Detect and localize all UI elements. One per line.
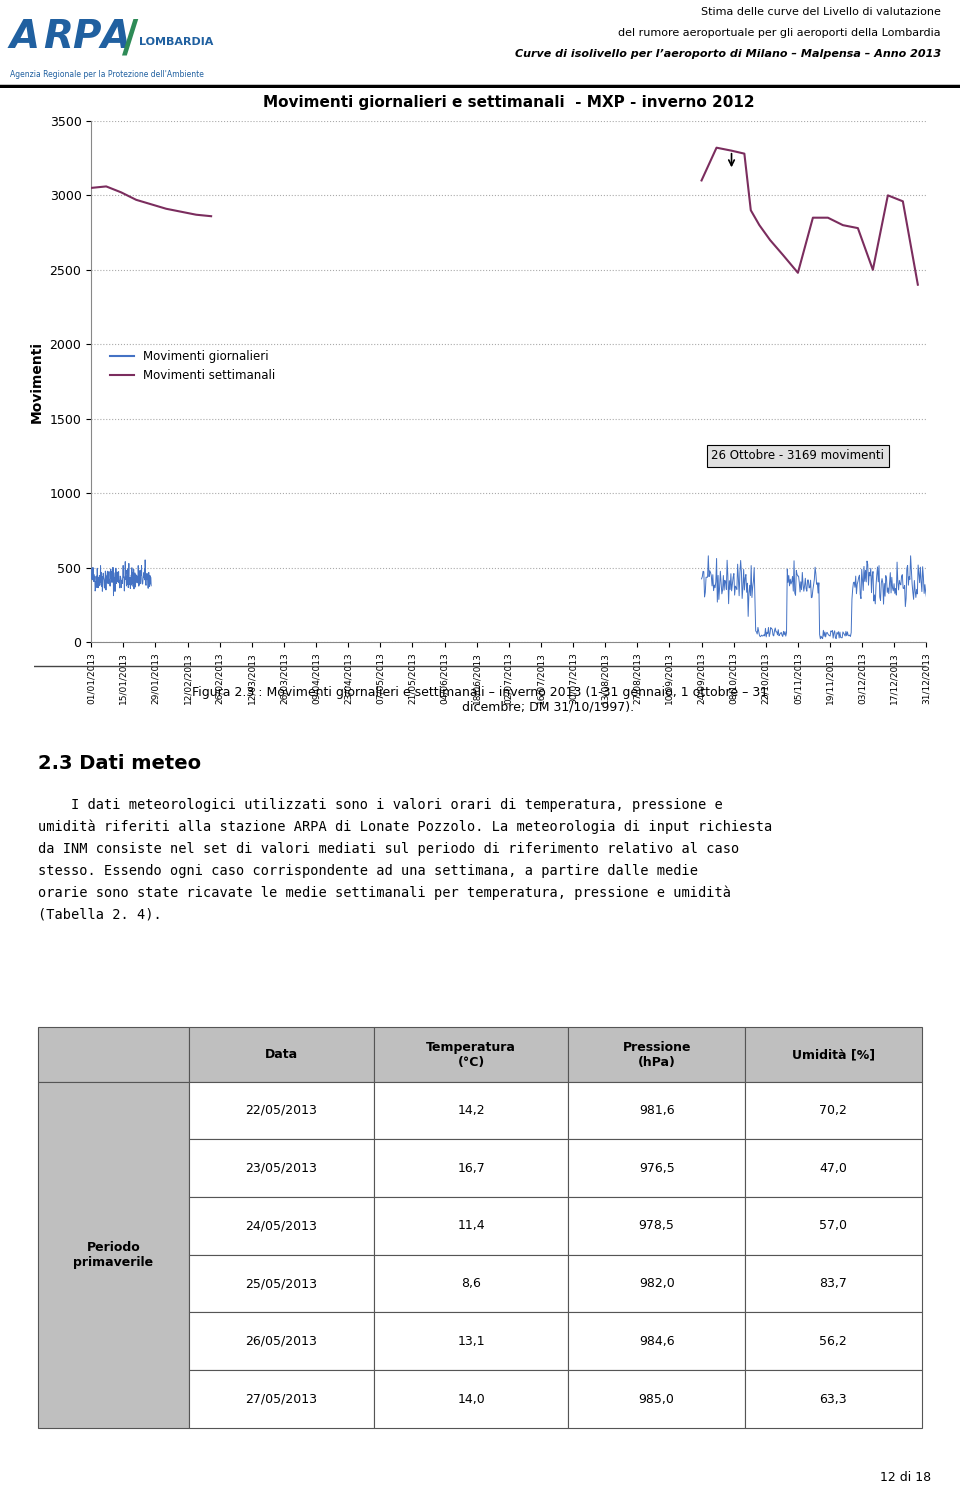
Bar <box>568 1082 745 1139</box>
Bar <box>374 1313 568 1370</box>
Text: 976,5: 976,5 <box>638 1162 675 1174</box>
Text: /: / <box>122 18 138 60</box>
Text: 8,6: 8,6 <box>461 1277 481 1290</box>
Text: 56,2: 56,2 <box>820 1334 847 1348</box>
Text: 16,7: 16,7 <box>457 1162 485 1174</box>
Text: P: P <box>72 18 101 56</box>
Bar <box>745 1082 922 1139</box>
Legend: Movimenti giornalieri, Movimenti settimanali: Movimenti giornalieri, Movimenti settima… <box>106 345 280 387</box>
Text: 47,0: 47,0 <box>819 1162 848 1174</box>
Bar <box>38 1027 188 1082</box>
Bar <box>568 1027 745 1082</box>
Bar <box>374 1139 568 1197</box>
Text: 24/05/2013: 24/05/2013 <box>246 1219 317 1233</box>
Y-axis label: Movimenti: Movimenti <box>30 340 44 423</box>
Bar <box>745 1027 922 1082</box>
Title: Movimenti giornalieri e settimanali  - MXP - inverno 2012: Movimenti giornalieri e settimanali - MX… <box>263 95 755 110</box>
Text: Periodo
primaverile: Periodo primaverile <box>73 1241 154 1269</box>
Text: Figura 2.3 : Movimenti giornalieri e settimanali – inverno 2013 (1-31 gennaio, 1: Figura 2.3 : Movimenti giornalieri e set… <box>192 686 768 713</box>
Bar <box>188 1254 374 1313</box>
Bar <box>745 1254 922 1313</box>
Bar <box>188 1370 374 1428</box>
Bar <box>38 1082 188 1428</box>
Text: 22/05/2013: 22/05/2013 <box>246 1105 317 1117</box>
Bar <box>568 1254 745 1313</box>
Text: I dati meteorologici utilizzati sono i valori orari di temperatura, pressione e
: I dati meteorologici utilizzati sono i v… <box>38 798 773 922</box>
Text: 985,0: 985,0 <box>638 1393 675 1405</box>
Bar <box>568 1313 745 1370</box>
Bar <box>745 1197 922 1254</box>
Bar <box>188 1139 374 1197</box>
Text: R: R <box>43 18 73 56</box>
Text: 26 Ottobre - 3169 movimenti: 26 Ottobre - 3169 movimenti <box>711 449 884 462</box>
Bar <box>745 1139 922 1197</box>
Bar <box>188 1313 374 1370</box>
Bar <box>568 1139 745 1197</box>
Bar <box>374 1197 568 1254</box>
Text: 23/05/2013: 23/05/2013 <box>246 1162 317 1174</box>
Text: Stima delle curve del Livello di valutazione: Stima delle curve del Livello di valutaz… <box>701 8 941 17</box>
Text: 57,0: 57,0 <box>819 1219 848 1233</box>
Text: 63,3: 63,3 <box>820 1393 847 1405</box>
Text: 25/05/2013: 25/05/2013 <box>246 1277 317 1290</box>
Text: 984,6: 984,6 <box>638 1334 675 1348</box>
Text: Umidità [%]: Umidità [%] <box>792 1049 875 1061</box>
Text: 12 di 18: 12 di 18 <box>880 1470 931 1484</box>
Bar <box>568 1197 745 1254</box>
Bar <box>374 1082 568 1139</box>
Text: A: A <box>101 18 131 56</box>
Text: 83,7: 83,7 <box>819 1277 848 1290</box>
Bar <box>374 1027 568 1082</box>
Bar <box>374 1254 568 1313</box>
Text: Curve di isolivello per l’aeroporto di Milano – Malpensa – Anno 2013: Curve di isolivello per l’aeroporto di M… <box>515 48 941 59</box>
Text: 981,6: 981,6 <box>638 1105 675 1117</box>
Text: A: A <box>10 18 39 56</box>
Text: 26/05/2013: 26/05/2013 <box>246 1334 317 1348</box>
Bar <box>568 1370 745 1428</box>
Text: 27/05/2013: 27/05/2013 <box>246 1393 317 1405</box>
Text: Agenzia Regionale per la Protezione dell'Ambiente: Agenzia Regionale per la Protezione dell… <box>10 70 204 79</box>
Bar <box>745 1370 922 1428</box>
Text: del rumore aeroportuale per gli aeroporti della Lombardia: del rumore aeroportuale per gli aeroport… <box>618 29 941 38</box>
Text: 70,2: 70,2 <box>819 1105 848 1117</box>
Text: 978,5: 978,5 <box>638 1219 675 1233</box>
Text: 13,1: 13,1 <box>457 1334 485 1348</box>
Text: 11,4: 11,4 <box>457 1219 485 1233</box>
Text: 14,0: 14,0 <box>457 1393 485 1405</box>
Text: Pressione
(hPa): Pressione (hPa) <box>622 1041 691 1068</box>
Text: 14,2: 14,2 <box>457 1105 485 1117</box>
Bar <box>374 1370 568 1428</box>
Bar <box>188 1197 374 1254</box>
Text: Temperatura
(°C): Temperatura (°C) <box>426 1041 516 1068</box>
Text: 982,0: 982,0 <box>638 1277 675 1290</box>
Text: LOMBARDIA: LOMBARDIA <box>139 36 213 47</box>
Bar <box>745 1313 922 1370</box>
Bar <box>188 1027 374 1082</box>
Bar <box>188 1082 374 1139</box>
Text: 2.3 Dati meteo: 2.3 Dati meteo <box>38 754 202 772</box>
Text: Data: Data <box>265 1049 298 1061</box>
